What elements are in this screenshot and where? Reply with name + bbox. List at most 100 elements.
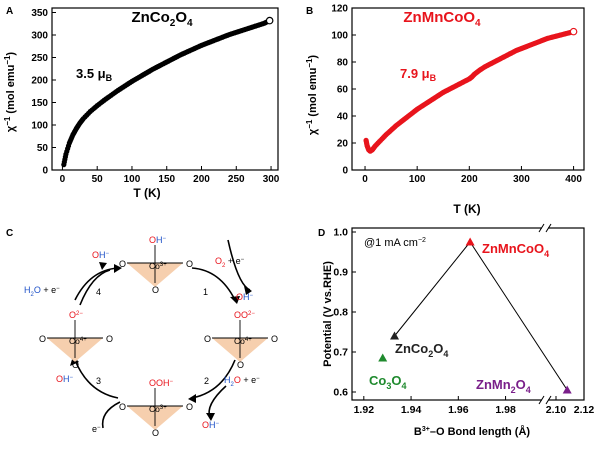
metal-center: Co4+ (69, 336, 87, 346)
site-motif-4: O O O Co4+ O2− (39, 310, 113, 370)
x-tick-label: 2.10 (546, 404, 567, 416)
axis-break-gap (542, 396, 548, 404)
step-1-reagents: O2 + e− (215, 256, 245, 269)
x-tick-label: 200 (461, 174, 478, 185)
x-axis-label-d: B3+–O Bond length (Å) (414, 425, 530, 438)
y-tick-label: 50 (37, 143, 49, 154)
panel-letter-b: B (306, 6, 313, 17)
branch-step-3-in (101, 401, 121, 429)
y-tick-label: 0.7 (333, 347, 348, 359)
data-point (85, 110, 92, 116)
oxygen-atom: O (119, 402, 126, 412)
step-3-product: OH− (56, 374, 74, 384)
data-point-last (265, 16, 274, 25)
y-tick-label: 200 (31, 76, 48, 87)
y-tick-label: 0.9 (333, 267, 348, 279)
step-number-3: 3 (96, 376, 101, 386)
oxygen-atom: O (186, 402, 193, 412)
y-tick-label: 0.8 (333, 307, 348, 319)
surface-ligand: OH− (149, 235, 167, 245)
branch-step-4-out (79, 269, 111, 306)
step-3-reagent: e− (92, 424, 101, 434)
data-point-co3o4 (378, 353, 388, 362)
y-tick-label: 250 (31, 53, 48, 64)
x-tick-label: 250 (228, 174, 245, 185)
axis-break-mark (545, 395, 552, 405)
step-1-product: OH− (236, 292, 254, 302)
label-co3o4: Co3O4 (369, 373, 407, 391)
oxygen-atom: O (72, 360, 79, 370)
data-point (65, 143, 72, 149)
surface-ligand: OOH− (149, 378, 174, 388)
panel-letter-c: C (6, 228, 13, 239)
x-tick-label: 150 (158, 174, 175, 185)
trend-line (394, 241, 471, 337)
arrow-step-2 (191, 359, 236, 399)
data-point-znco2o4 (390, 331, 400, 340)
site-motif-2: O O O Co4+ OO2− (204, 310, 278, 370)
label-znco2o4: ZnCo2O4 (395, 341, 448, 359)
surface-ligand: OO2− (234, 310, 255, 320)
step-2-reagents: H2O + e− (224, 375, 260, 388)
x-tick-label: 1.94 (401, 404, 422, 416)
trend-line (469, 241, 568, 391)
site-motif-3: O O O Co3+ OOH− (119, 378, 193, 438)
x-tick-label: 1.98 (495, 404, 516, 416)
step-2-product: OH− (202, 420, 220, 430)
x-tick-label: 200 (193, 174, 210, 185)
data-points-b (363, 27, 578, 154)
y-tick-label: 1.0 (333, 227, 348, 239)
axis-ticks-d: 1.92 1.94 1.96 1.98 2.10 2.12 0.6 0.7 0.8 0.9 1.0 (333, 223, 595, 416)
y-tick-label: 300 (31, 31, 48, 42)
data-point (92, 104, 99, 110)
plot-frame-d (351, 227, 585, 401)
surface-ligand: O2− (69, 310, 83, 320)
y-tick-label: 20 (337, 139, 349, 150)
oxygen-atom: O (152, 428, 159, 438)
panel-letter-a: A (6, 6, 13, 17)
x-tick-label: 0 (60, 174, 66, 185)
x-axis-label-a: T (K) (133, 186, 160, 200)
chart-title-b: ZnMnCoO4 (403, 9, 481, 29)
x-tick-label: 2.12 (574, 404, 595, 416)
step-4-product: OH− (92, 250, 110, 260)
axis-ticks-a: 0 50 100 150 200 250 300 0 50 100 150 200 250 300 350 (31, 8, 280, 185)
y-axis-label-b: χ−1 (mol emu−1) (305, 55, 319, 136)
y-tick-label: 0 (42, 166, 48, 177)
x-tick-label: 50 (92, 174, 104, 185)
step-4-reagents: H2O + e− (24, 285, 60, 298)
label-znmn2o4: ZnMn2O4 (476, 377, 531, 395)
data-point-znmncoo4 (465, 237, 475, 246)
oxygen-atom: O (119, 259, 126, 269)
oxygen-atom: O (271, 334, 278, 344)
oxygen-atom: O (237, 360, 244, 370)
x-tick-label: 300 (263, 174, 280, 185)
y-tick-label: 100 (31, 121, 48, 132)
x-axis-label-b: T (K) (453, 202, 480, 216)
y-tick-label: 150 (31, 98, 48, 109)
x-tick-label: 100 (124, 174, 141, 185)
x-tick-label: 400 (565, 174, 582, 185)
arrow-step-3 (74, 359, 119, 399)
axis-break-mark (545, 223, 552, 233)
plot-frame-a (51, 7, 279, 171)
oxygen-atom: O (186, 259, 193, 269)
x-tick-label: 1.92 (354, 404, 375, 416)
y-tick-label: 120 (331, 4, 348, 15)
step-number-4: 4 (96, 287, 101, 297)
y-tick-label: 80 (337, 58, 349, 69)
data-points-a (61, 16, 274, 168)
data-points-d (378, 237, 572, 394)
arrow-step-4 (74, 267, 119, 301)
panel-c: C 1 2 3 4 O2 + e− OH− H2O + e (6, 228, 278, 438)
moment-annotation-a: 3.5 μB (76, 66, 113, 83)
data-point (62, 154, 68, 160)
x-tick-label: 1.96 (448, 404, 469, 416)
site-motif-1: O O O Co3+ OH− (119, 235, 193, 295)
panel-letter-d: D (318, 228, 325, 239)
axis-break-gap (542, 224, 548, 232)
data-point-last (569, 27, 578, 36)
y-axis-label-d: Potential (V vs.RHE) (322, 261, 334, 367)
